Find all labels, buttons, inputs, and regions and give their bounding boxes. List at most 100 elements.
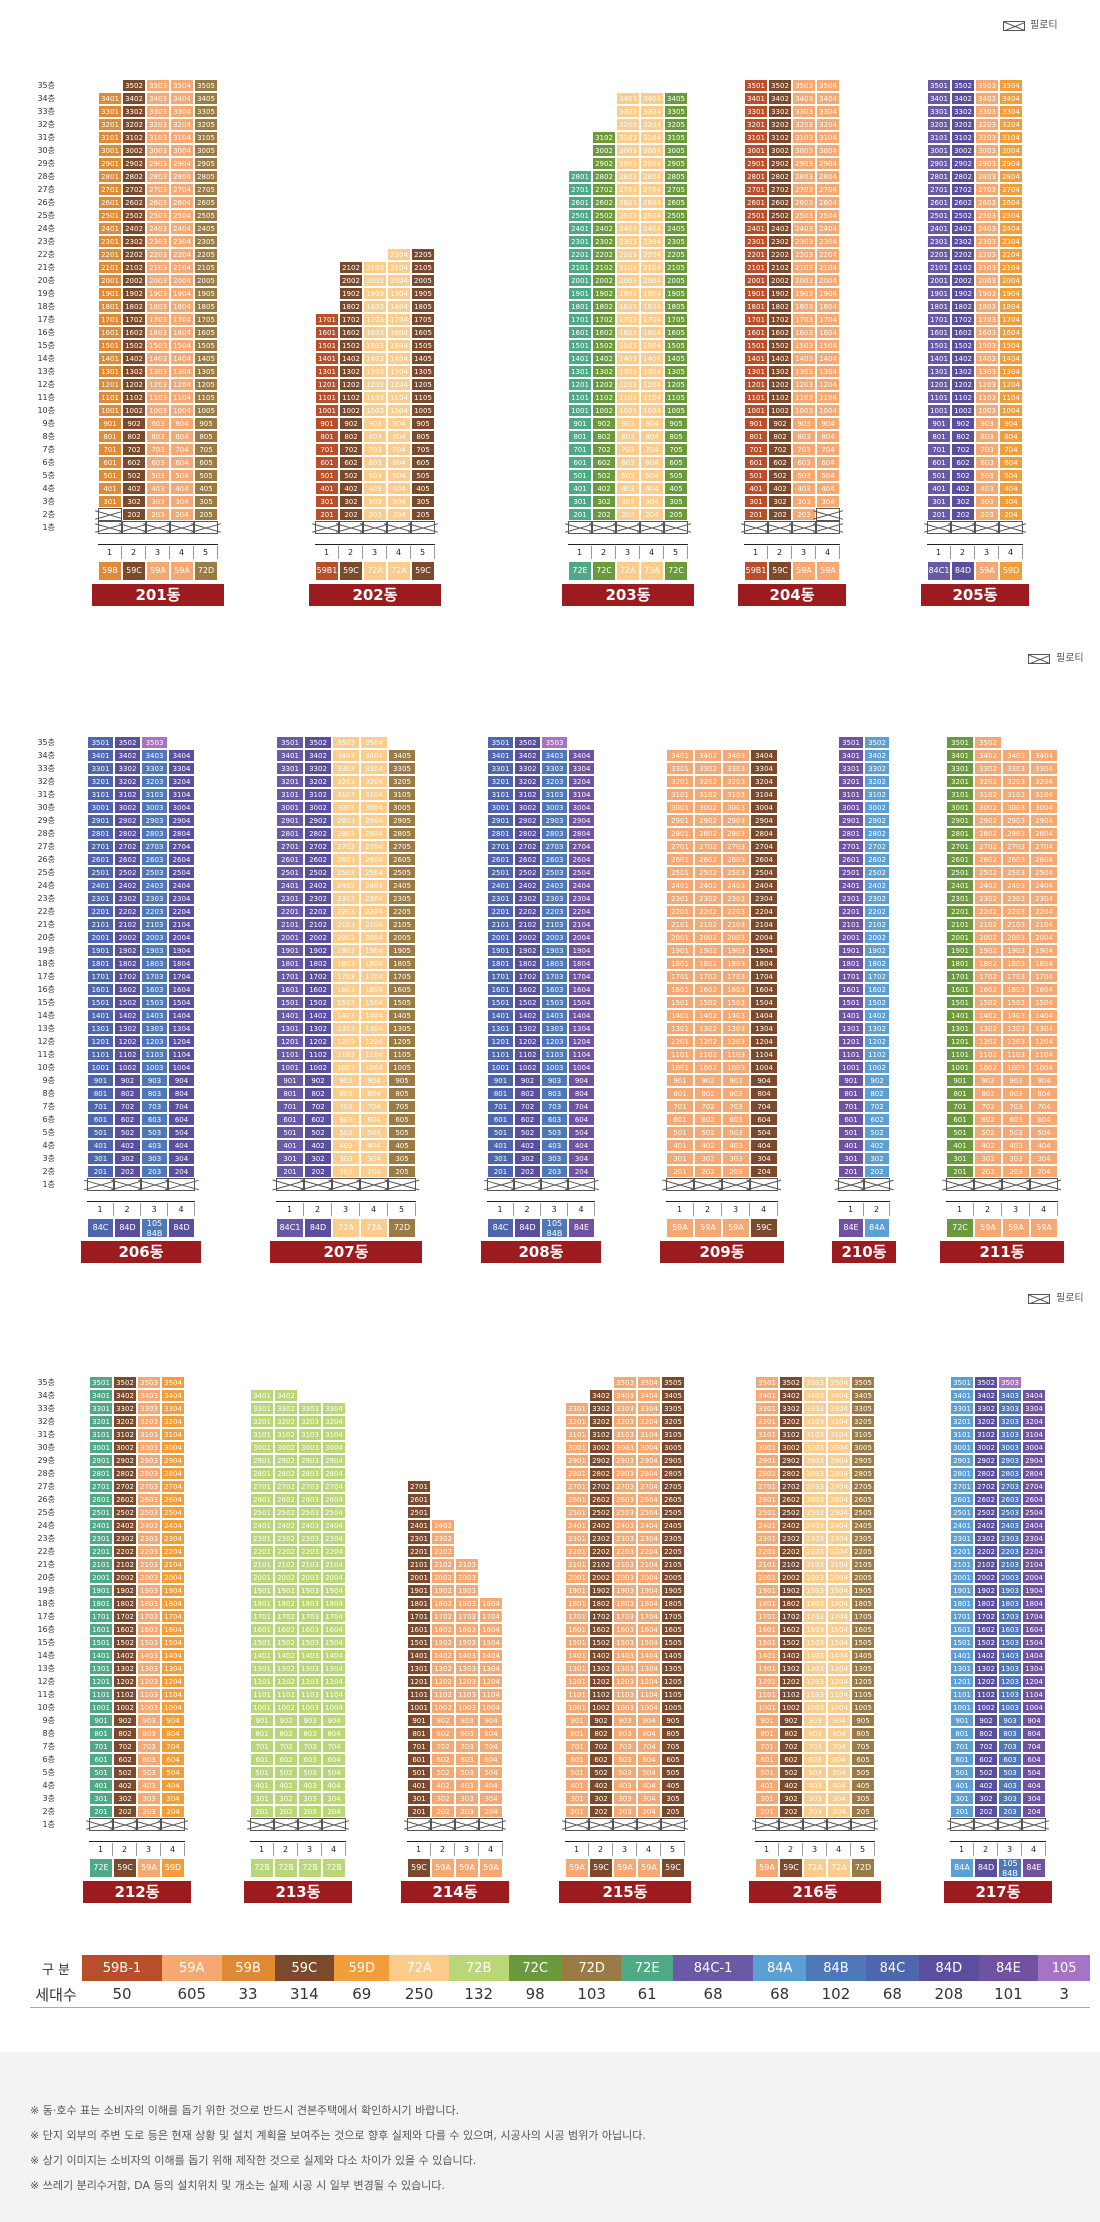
unit-cell[interactable]: 1301 bbox=[950, 1662, 974, 1675]
unit-cell[interactable]: 1702 bbox=[304, 970, 332, 983]
unit-cell[interactable]: 3302 bbox=[514, 762, 541, 775]
unit-cell[interactable]: 1604 bbox=[322, 1623, 346, 1636]
unit-cell[interactable]: 3001 bbox=[89, 1441, 113, 1454]
unit-cell[interactable]: 902 bbox=[514, 1074, 541, 1087]
unit-cell[interactable]: 3103 bbox=[541, 788, 568, 801]
unit-cell[interactable]: 3202 bbox=[304, 775, 332, 788]
unit-cell[interactable]: 3104 bbox=[360, 788, 388, 801]
unit-cell[interactable]: 2604 bbox=[816, 196, 840, 209]
unit-cell[interactable]: 1903 bbox=[146, 287, 170, 300]
unit-cell[interactable]: 2102 bbox=[589, 1558, 613, 1571]
unit-cell[interactable]: 3102 bbox=[974, 1428, 998, 1441]
unit-cell[interactable]: 1604 bbox=[640, 326, 664, 339]
unit-cell[interactable]: 604 bbox=[322, 1753, 346, 1766]
unit-cell[interactable]: 1002 bbox=[951, 404, 975, 417]
unit-cell[interactable]: 2401 bbox=[407, 1519, 431, 1532]
unit-cell[interactable]: 805 bbox=[411, 430, 435, 443]
unit-cell[interactable]: 1401 bbox=[946, 1009, 974, 1022]
unit-cell[interactable]: 2801 bbox=[276, 827, 304, 840]
unit-cell[interactable]: 2301 bbox=[946, 892, 974, 905]
unit-cell[interactable]: 2503 bbox=[1002, 866, 1030, 879]
unit-cell[interactable]: 1004 bbox=[999, 404, 1023, 417]
unit-cell[interactable]: 1002 bbox=[114, 1061, 141, 1074]
unit-cell[interactable]: 904 bbox=[816, 417, 840, 430]
unit-cell[interactable]: 2903 bbox=[803, 1454, 827, 1467]
unit-cell[interactable]: 2002 bbox=[274, 1571, 298, 1584]
unit-cell[interactable]: 3401 bbox=[487, 749, 514, 762]
unit-cell[interactable]: 2703 bbox=[803, 1480, 827, 1493]
unit-cell[interactable]: 2603 bbox=[792, 196, 816, 209]
unit-cell[interactable]: 2202 bbox=[592, 248, 616, 261]
unit-cell[interactable]: 3001 bbox=[487, 801, 514, 814]
unit-cell[interactable]: 603 bbox=[792, 456, 816, 469]
unit-cell[interactable]: 2902 bbox=[974, 1454, 998, 1467]
unit-cell[interactable]: 502 bbox=[589, 1766, 613, 1779]
unit-cell[interactable]: 2904 bbox=[170, 157, 194, 170]
unit-cell[interactable]: 1701 bbox=[87, 970, 114, 983]
unit-cell[interactable]: 605 bbox=[664, 456, 688, 469]
unit-cell[interactable]: 1001 bbox=[838, 1061, 864, 1074]
unit-cell[interactable]: 1302 bbox=[113, 1662, 137, 1675]
unit-cell[interactable]: 304 bbox=[568, 1152, 595, 1165]
unit-cell[interactable]: 1503 bbox=[298, 1636, 322, 1649]
unit-cell[interactable]: 3104 bbox=[168, 788, 195, 801]
unit-cell[interactable]: 1002 bbox=[339, 404, 363, 417]
unit-cell[interactable]: 2002 bbox=[589, 1571, 613, 1584]
unit-cell[interactable]: 2302 bbox=[864, 892, 890, 905]
unit-cell[interactable]: 2501 bbox=[666, 866, 694, 879]
unit-cell[interactable]: 802 bbox=[768, 430, 792, 443]
unit-cell[interactable]: 2301 bbox=[89, 1532, 113, 1545]
unit-cell[interactable]: 1205 bbox=[851, 1675, 875, 1688]
unit-cell[interactable]: 3204 bbox=[161, 1415, 185, 1428]
unit-cell[interactable]: 2303 bbox=[137, 1532, 161, 1545]
unit-cell[interactable]: 701 bbox=[98, 443, 122, 456]
unit-cell[interactable]: 3102 bbox=[589, 1428, 613, 1441]
unit-cell[interactable]: 1303 bbox=[455, 1662, 479, 1675]
unit-cell[interactable]: 2302 bbox=[304, 892, 332, 905]
unit-cell[interactable]: 3402 bbox=[114, 749, 141, 762]
unit-cell[interactable]: 1004 bbox=[479, 1701, 503, 1714]
unit-cell[interactable]: 503 bbox=[803, 1766, 827, 1779]
unit-cell[interactable]: 303 bbox=[803, 1792, 827, 1805]
unit-cell[interactable]: 2201 bbox=[927, 248, 951, 261]
unit-cell[interactable]: 1602 bbox=[304, 983, 332, 996]
unit-cell[interactable]: 1601 bbox=[276, 983, 304, 996]
unit-cell[interactable]: 1501 bbox=[565, 1636, 589, 1649]
unit-cell[interactable]: 1204 bbox=[479, 1675, 503, 1688]
unit-cell[interactable]: 905 bbox=[388, 1074, 416, 1087]
unit-cell[interactable]: 2701 bbox=[89, 1480, 113, 1493]
unit-cell[interactable]: 404 bbox=[322, 1779, 346, 1792]
unit-cell[interactable]: 604 bbox=[1022, 1753, 1046, 1766]
unit-cell[interactable]: 2303 bbox=[146, 235, 170, 248]
unit-cell[interactable]: 3001 bbox=[755, 1441, 779, 1454]
unit-cell[interactable]: 1005 bbox=[194, 404, 218, 417]
unit-cell[interactable]: 304 bbox=[360, 1152, 388, 1165]
unit-cell[interactable]: 602 bbox=[974, 1753, 998, 1766]
unit-cell[interactable]: 202 bbox=[694, 1165, 722, 1178]
unit-cell[interactable]: 2302 bbox=[114, 892, 141, 905]
unit-cell[interactable]: 2004 bbox=[1022, 1571, 1046, 1584]
unit-cell[interactable]: 1302 bbox=[694, 1022, 722, 1035]
unit-cell[interactable]: 3302 bbox=[864, 762, 890, 775]
unit-cell[interactable]: 703 bbox=[141, 1100, 168, 1113]
unit-cell[interactable]: 3401 bbox=[250, 1389, 274, 1402]
unit-cell[interactable]: 1202 bbox=[694, 1035, 722, 1048]
unit-cell[interactable]: 2102 bbox=[864, 918, 890, 931]
unit-cell[interactable]: 804 bbox=[387, 430, 411, 443]
unit-cell[interactable]: 401 bbox=[568, 482, 592, 495]
unit-cell[interactable]: 1802 bbox=[274, 1597, 298, 1610]
unit-cell[interactable]: 503 bbox=[137, 1766, 161, 1779]
unit-cell[interactable]: 2403 bbox=[975, 222, 999, 235]
unit-cell[interactable]: 3204 bbox=[637, 1415, 661, 1428]
unit-cell[interactable]: 3202 bbox=[864, 775, 890, 788]
unit-cell[interactable]: 1705 bbox=[411, 313, 435, 326]
unit-cell[interactable]: 401 bbox=[950, 1779, 974, 1792]
unit-cell[interactable]: 1001 bbox=[744, 404, 768, 417]
unit-cell[interactable]: 3003 bbox=[1002, 801, 1030, 814]
unit-cell[interactable]: 2503 bbox=[298, 1506, 322, 1519]
unit-cell[interactable]: 1001 bbox=[87, 1061, 114, 1074]
unit-cell[interactable]: 2903 bbox=[792, 157, 816, 170]
unit-cell[interactable]: 3102 bbox=[113, 1428, 137, 1441]
unit-cell[interactable]: 2602 bbox=[113, 1493, 137, 1506]
unit-cell[interactable]: 2601 bbox=[838, 853, 864, 866]
